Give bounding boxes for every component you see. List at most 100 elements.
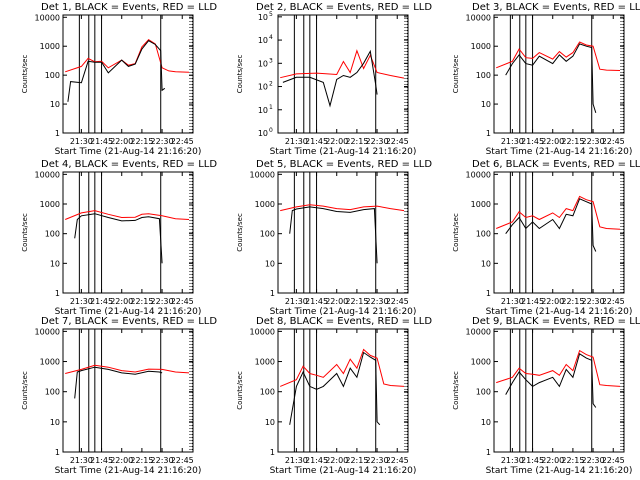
series-line-events: [505, 198, 597, 252]
x-axis-label: Start Time (21-Aug-14 21:16:20): [55, 307, 202, 317]
y-tick-label: 100: [476, 388, 491, 397]
y-tick-label: 1: [486, 129, 491, 138]
x-tick-label: 21:30: [285, 456, 308, 465]
y-tick-label: 10: [50, 100, 60, 109]
plot-frame: [62, 14, 194, 134]
y-tick-label: 1000: [255, 358, 275, 367]
y-tick-label: 1: [486, 448, 491, 457]
plot-panel: Det 6, BLACK = Events, RED = LLD 1 10 100 10…: [452, 159, 640, 317]
y-tick-label: 10: [265, 418, 275, 427]
y-axis-label: Counts/sec: [452, 213, 460, 252]
x-tick-label: 22:00: [325, 297, 348, 306]
y-tick-label: 100: [45, 230, 60, 239]
y-tick-label: 10000: [250, 170, 275, 179]
x-tick-label: 21:30: [501, 456, 524, 465]
x-tick-label: 22:30: [151, 456, 174, 465]
x-tick-label: 22:30: [366, 456, 389, 465]
series-line-lld: [496, 349, 621, 387]
x-tick-label: 22:45: [386, 137, 409, 146]
y-tick-exponent: 0: [269, 127, 273, 134]
y-tick-label: 10: [481, 259, 491, 268]
x-tick-label: 22:45: [171, 456, 194, 465]
x-tick-label: 22:15: [345, 137, 368, 146]
series-line-lld: [496, 195, 621, 230]
y-tick-exponent: 4: [269, 34, 273, 41]
x-tick-label: 21:45: [521, 297, 544, 306]
panel-title: Det 5, BLACK = Events, RED = LLD: [256, 159, 432, 170]
y-axis-label: Counts/sec: [452, 55, 460, 94]
x-axis-label: Start Time (21-Aug-14 21:16:20): [55, 147, 202, 157]
x-tick-label: 22:30: [366, 297, 389, 306]
x-tick-label: 22:00: [110, 137, 133, 146]
series-line-events: [289, 206, 378, 264]
panel-title: Det 4, BLACK = Events, RED = LLD: [41, 159, 217, 170]
y-tick-label: 10: [258, 129, 268, 138]
y-tick-label: 1: [270, 289, 275, 298]
plot-frame: [62, 171, 194, 294]
y-tick-label: 1: [486, 289, 491, 298]
y-tick-label: 100: [45, 71, 60, 80]
x-tick-label: 22:30: [582, 137, 605, 146]
x-tick-label: 22:30: [582, 456, 605, 465]
x-tick-label: 21:45: [305, 137, 328, 146]
x-tick-label: 22:15: [561, 297, 584, 306]
x-tick-label: 22:00: [110, 297, 133, 306]
y-tick-label: 10: [258, 83, 268, 92]
x-tick-label: 22:30: [366, 137, 389, 146]
x-tick-label: 22:30: [151, 297, 174, 306]
y-tick-label: 1000: [471, 42, 491, 51]
y-tick-label: 1: [55, 129, 60, 138]
plot-panel: Det 7, BLACK = Events, RED = LLD 1 10 100 10…: [21, 316, 217, 476]
y-tick-label: 1000: [40, 200, 60, 209]
y-tick-label: 1000: [471, 358, 491, 367]
x-tick-label: 22:30: [151, 137, 174, 146]
x-tick-label: 21:45: [305, 297, 328, 306]
y-tick-label: 1000: [255, 200, 275, 209]
y-axis-label: Counts/sec: [236, 55, 244, 94]
y-tick-exponent: 5: [269, 11, 273, 18]
x-tick-label: 21:30: [285, 137, 308, 146]
x-tick-label: 22:45: [386, 456, 409, 465]
panel-title: Det 9, BLACK = Events, RED = LLD: [472, 316, 640, 327]
y-tick-label: 100: [45, 388, 60, 397]
y-axis-label: Counts/sec: [452, 371, 460, 410]
x-tick-label: 22:45: [386, 297, 409, 306]
y-tick-label: 10000: [35, 13, 60, 22]
y-tick-label: 1: [55, 289, 60, 298]
y-tick-label: 1000: [40, 358, 60, 367]
x-axis-label: Start Time (21-Aug-14 21:16:20): [486, 307, 633, 317]
series-line-events: [282, 49, 378, 108]
series-line-events: [505, 43, 597, 113]
series-line-lld: [65, 38, 190, 73]
x-tick-label: 22:45: [602, 297, 625, 306]
y-axis-label: Counts/sec: [21, 371, 29, 410]
panel-title: Det 6, BLACK = Events, RED = LLD: [472, 159, 640, 170]
x-tick-label: 21:45: [90, 297, 113, 306]
x-tick-label: 21:45: [90, 137, 113, 146]
x-tick-label: 22:00: [541, 137, 564, 146]
series-line-lld: [65, 210, 190, 220]
y-tick-label: 100: [476, 71, 491, 80]
series-line-events: [74, 213, 163, 264]
panel-title: Det 2, BLACK = Events, RED = LLD: [256, 2, 432, 13]
x-tick-label: 22:00: [541, 456, 564, 465]
y-axis-label: Counts/sec: [21, 213, 29, 252]
x-axis-label: Start Time (21-Aug-14 21:16:20): [486, 466, 633, 476]
x-tick-label: 22:00: [541, 297, 564, 306]
y-tick-label: 10: [265, 259, 275, 268]
x-tick-label: 22:45: [602, 137, 625, 146]
y-tick-label: 1: [55, 448, 60, 457]
x-tick-label: 22:15: [130, 137, 153, 146]
series-line-events: [289, 351, 381, 426]
y-tick-label: 1: [270, 448, 275, 457]
y-tick-label: 10000: [35, 327, 60, 336]
y-tick-exponent: 3: [269, 57, 273, 64]
series-line-lld: [496, 41, 621, 71]
x-tick-label: 21:45: [521, 456, 544, 465]
x-tick-label: 22:15: [561, 456, 584, 465]
panel-title: Det 8, BLACK = Events, RED = LLD: [256, 316, 432, 327]
y-tick-label: 100: [260, 388, 275, 397]
y-tick-label: 10000: [35, 170, 60, 179]
